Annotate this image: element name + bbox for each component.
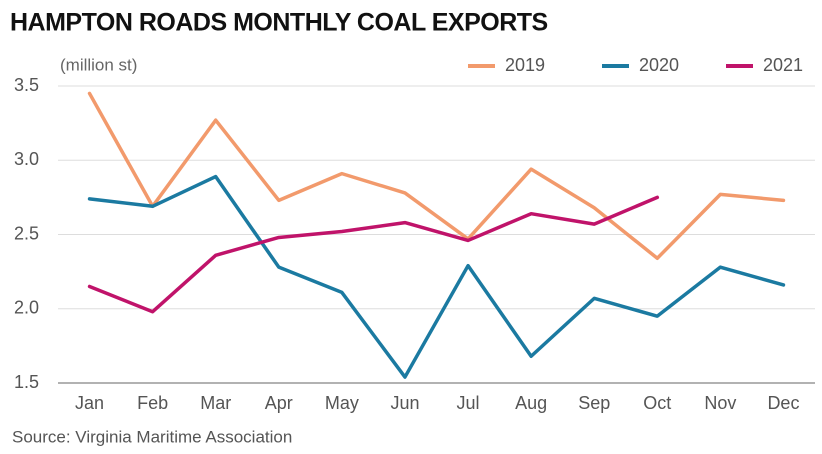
- x-tick-label: Jan: [75, 393, 104, 413]
- source: Source: Virginia Maritime Association: [12, 427, 292, 446]
- x-tick-label: Jul: [457, 393, 480, 413]
- y-axis-label: (million st): [60, 55, 137, 74]
- y-tick-label: 1.5: [14, 372, 39, 392]
- series-line: [87, 91, 786, 261]
- x-tick-label: Dec: [767, 393, 799, 413]
- legend-label: 2021: [763, 55, 803, 75]
- y-tick-label: 2.5: [14, 223, 39, 243]
- x-tick-label: Sep: [578, 393, 610, 413]
- x-tick-label: Jun: [390, 393, 419, 413]
- legend-label: 2020: [639, 55, 679, 75]
- y-tick-label: 3.5: [14, 75, 39, 95]
- legend-label: 2019: [505, 55, 545, 75]
- x-tick-label: Apr: [265, 393, 293, 413]
- x-tick-label: Oct: [643, 393, 671, 413]
- y-tick-label: 3.0: [14, 149, 39, 169]
- x-tick-label: Aug: [515, 393, 547, 413]
- x-tick-label: Nov: [704, 393, 736, 413]
- x-tick-label: Mar: [200, 393, 231, 413]
- x-tick-label: Feb: [137, 393, 168, 413]
- y-tick-label: 2.0: [14, 298, 39, 318]
- series-line: [87, 174, 786, 379]
- x-tick-label: May: [325, 393, 359, 413]
- series-line: [87, 195, 660, 314]
- chart-title: HAMPTON ROADS MONTHLY COAL EXPORTS: [10, 9, 548, 37]
